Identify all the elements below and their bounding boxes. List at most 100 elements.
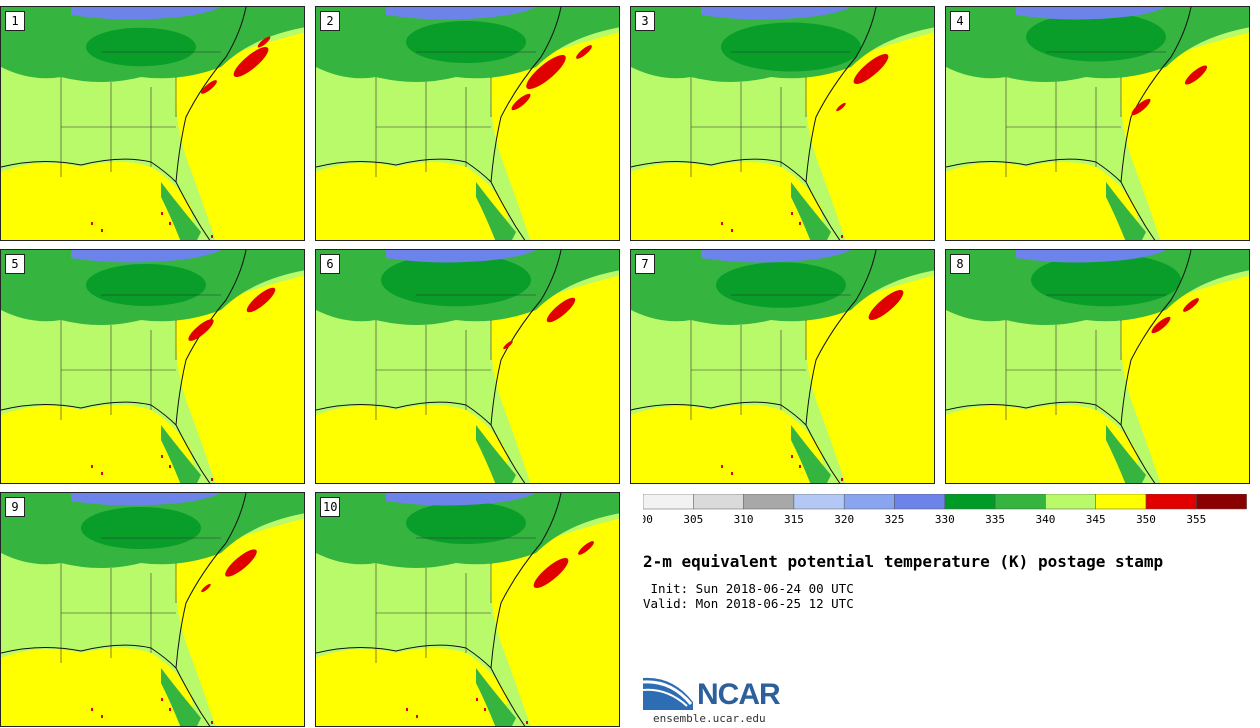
ensemble-member-panel: 2 bbox=[315, 6, 620, 241]
florida-moist-region bbox=[1106, 425, 1146, 483]
florida-moist-region bbox=[1106, 182, 1146, 240]
hot-speck bbox=[406, 708, 408, 711]
florida-moist-region bbox=[161, 668, 201, 726]
hot-streak bbox=[576, 45, 592, 59]
colorbar-tick-label: 300 bbox=[643, 513, 653, 526]
coastline bbox=[946, 250, 1192, 483]
hot-speck bbox=[211, 235, 213, 238]
member-number-label: 6 bbox=[320, 254, 340, 274]
theta-e-map bbox=[1, 493, 304, 726]
hot-streak bbox=[246, 287, 276, 313]
colorbar-tick-label: 310 bbox=[734, 513, 754, 526]
colorbar-tick-label: 320 bbox=[834, 513, 854, 526]
colorbar-swatch bbox=[743, 493, 795, 510]
colorbar-tick-label: 335 bbox=[985, 513, 1005, 526]
hot-speck bbox=[91, 708, 93, 711]
colorbar-tick-label: 350 bbox=[1136, 513, 1156, 526]
atlantic-warm-region bbox=[1120, 275, 1249, 483]
colorbar-swatch bbox=[1196, 493, 1247, 510]
hot-speck bbox=[731, 472, 733, 475]
cool-region bbox=[386, 7, 536, 20]
cool-region bbox=[71, 7, 221, 20]
atlantic-warm-region bbox=[1120, 32, 1249, 240]
ensemble-member-panel: 3 bbox=[630, 6, 935, 241]
florida-moist-region bbox=[476, 182, 516, 240]
dark-green-patch bbox=[1026, 12, 1166, 62]
colorbar-swatch bbox=[642, 493, 694, 510]
theta-e-map bbox=[316, 250, 619, 483]
atlantic-warm-region bbox=[490, 518, 619, 726]
ensemble-member-panel: 6 bbox=[315, 249, 620, 484]
atlantic-warm-region bbox=[490, 275, 619, 483]
cool-region bbox=[71, 493, 221, 506]
ensemble-member-panel: 5 bbox=[0, 249, 305, 484]
gulf-warm-region bbox=[1, 162, 196, 240]
hot-streak bbox=[225, 549, 257, 577]
hot-streak bbox=[533, 557, 569, 589]
hot-speck bbox=[526, 721, 528, 724]
hot-streak bbox=[233, 46, 269, 78]
hot-streak bbox=[188, 319, 214, 341]
member-number-label: 8 bbox=[950, 254, 970, 274]
hot-streak bbox=[201, 80, 217, 94]
ensemble-member-panel: 10 bbox=[315, 492, 620, 727]
florida-moist-region bbox=[476, 425, 516, 483]
coastline bbox=[946, 7, 1192, 240]
gulf-warm-region bbox=[631, 162, 826, 240]
member-number-label: 10 bbox=[320, 497, 341, 517]
colorbar-tick-label: 305 bbox=[683, 513, 703, 526]
cool-region bbox=[386, 493, 536, 506]
atlantic-warm-region bbox=[805, 32, 934, 240]
theta-e-map bbox=[946, 250, 1249, 483]
theta-e-map bbox=[316, 493, 619, 726]
state-boundaries bbox=[375, 537, 536, 663]
member-number-label: 7 bbox=[635, 254, 655, 274]
ensemble-member-panel: 9 bbox=[0, 492, 305, 727]
dark-green-patch bbox=[1031, 253, 1181, 307]
logo-url: ensemble.ucar.edu bbox=[653, 712, 766, 725]
dark-green-patch bbox=[81, 507, 201, 549]
hot-speck bbox=[91, 465, 93, 468]
member-number-label: 4 bbox=[950, 11, 970, 31]
coastline bbox=[1, 493, 247, 726]
colorbar-swatch bbox=[1095, 493, 1147, 510]
state-boundaries bbox=[60, 537, 221, 663]
colorbar-tick-label: 315 bbox=[784, 513, 804, 526]
ensemble-member-panel: 4 bbox=[945, 6, 1250, 241]
gulf-warm-region bbox=[316, 162, 511, 240]
coastline bbox=[631, 7, 877, 240]
gulf-warm-region bbox=[946, 162, 1141, 240]
colorbar-swatch bbox=[843, 493, 895, 510]
colorbar-tick-label: 340 bbox=[1035, 513, 1055, 526]
hot-speck bbox=[476, 698, 478, 701]
colorbar-tick-label: 345 bbox=[1086, 513, 1106, 526]
gulf-warm-region bbox=[946, 405, 1141, 483]
hot-speck bbox=[169, 465, 171, 468]
colorbar-swatch bbox=[693, 493, 744, 510]
hot-speck bbox=[161, 212, 163, 215]
colorbar-swatch bbox=[894, 493, 946, 510]
hot-speck bbox=[721, 465, 723, 468]
hot-speck bbox=[91, 222, 93, 225]
state-boundaries bbox=[60, 294, 221, 420]
atlantic-warm-region bbox=[175, 518, 304, 726]
colorbar-swatch bbox=[1045, 493, 1096, 510]
cool-region bbox=[701, 250, 851, 263]
dark-green-patch bbox=[86, 27, 196, 67]
hot-speck bbox=[791, 212, 793, 215]
hot-speck bbox=[161, 698, 163, 701]
hot-speck bbox=[101, 715, 103, 718]
member-number-label: 5 bbox=[5, 254, 25, 274]
hot-speck bbox=[169, 222, 171, 225]
hot-speck bbox=[484, 708, 486, 711]
hot-speck bbox=[791, 455, 793, 458]
cool-region bbox=[1016, 7, 1166, 20]
valid-time: Valid: Mon 2018-06-25 12 UTC bbox=[643, 596, 854, 611]
hot-streak bbox=[257, 36, 271, 48]
dark-green-patch bbox=[406, 502, 526, 544]
ensemble-member-panel: 1 bbox=[0, 6, 305, 241]
state-boundaries bbox=[375, 294, 536, 420]
colorbar-legend: 300 305 310 315 320 325 330 335 340 345 350 355 bbox=[633, 493, 1249, 532]
florida-moist-region bbox=[161, 425, 201, 483]
hot-speck bbox=[416, 715, 418, 718]
